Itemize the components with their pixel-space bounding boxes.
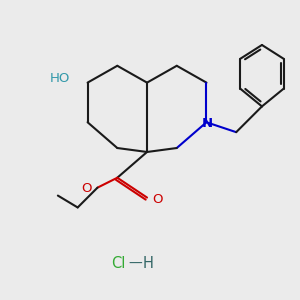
Text: —: — — [128, 257, 142, 271]
Text: O: O — [81, 182, 92, 195]
Text: Cl: Cl — [111, 256, 125, 272]
Text: N: N — [202, 117, 213, 130]
Text: O: O — [153, 193, 163, 206]
Text: HO: HO — [50, 72, 70, 85]
Text: H: H — [142, 256, 154, 272]
